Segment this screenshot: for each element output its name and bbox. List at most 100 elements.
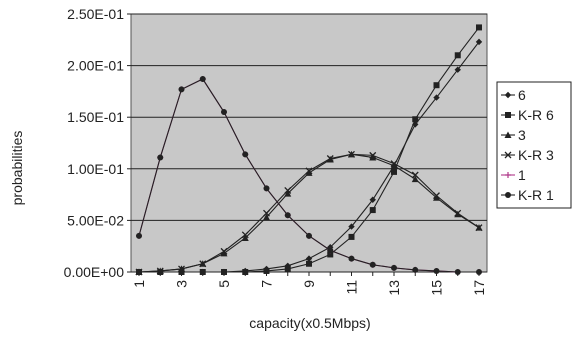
data-point	[199, 76, 206, 83]
legend-item: K-R 6	[501, 107, 554, 123]
legend: 6 K-R 6 3 K-R 3 1 K-R 1	[496, 81, 572, 209]
y-tick-label: 1.50E-01	[67, 109, 124, 125]
data-point	[221, 109, 227, 116]
x-tick-label: 15	[429, 280, 445, 296]
legend-marker	[505, 172, 511, 178]
x-tick-label: 11	[344, 280, 360, 295]
x-tick-label: 17	[471, 280, 487, 296]
data-point	[327, 251, 334, 258]
data-point	[454, 66, 461, 73]
data-point	[369, 261, 376, 268]
plot-background	[130, 13, 488, 273]
data-point	[306, 260, 312, 267]
data-point	[241, 234, 249, 241]
data-point	[263, 267, 270, 274]
legend-item: K-R 3	[501, 147, 554, 163]
legend-marker	[504, 131, 512, 138]
data-point	[221, 269, 227, 275]
legend-item: 1	[501, 167, 526, 183]
data-point	[241, 231, 249, 239]
data-point	[284, 187, 292, 194]
data-point	[306, 232, 312, 239]
x-tick-label: 5	[216, 280, 232, 288]
data-point	[411, 175, 419, 183]
data-point	[433, 82, 440, 89]
data-point	[390, 162, 398, 169]
legend-marker	[505, 192, 511, 198]
legend-label: K-R 3	[518, 147, 554, 163]
data-point	[220, 249, 228, 257]
data-point	[178, 269, 185, 275]
data-point	[369, 153, 377, 161]
data-point	[242, 269, 249, 275]
x-axis-title: capacity(x0.5Mbps)	[249, 315, 370, 331]
data-point	[433, 194, 440, 201]
data-point	[475, 224, 483, 232]
data-point	[433, 192, 440, 200]
data-point	[135, 268, 143, 276]
legend-marker	[504, 151, 512, 159]
legend-item: 3	[501, 127, 526, 143]
data-point	[305, 167, 313, 175]
data-point	[305, 169, 313, 176]
series-k-r-1	[136, 76, 482, 275]
legend-item: K-R 1	[501, 187, 554, 203]
data-point	[412, 116, 419, 123]
data-point	[199, 269, 206, 275]
data-point	[391, 168, 397, 175]
legend-label: 3	[518, 127, 526, 143]
plot-area	[130, 13, 488, 273]
data-point	[220, 247, 228, 255]
x-tick-label: 13	[386, 280, 402, 296]
data-point	[156, 267, 164, 275]
data-point	[199, 260, 207, 268]
data-point	[369, 151, 377, 159]
data-point	[348, 223, 355, 230]
x-tick-label: 7	[259, 280, 275, 288]
x-tick-label: 1	[131, 280, 147, 288]
data-point	[348, 233, 355, 240]
legend-marker	[505, 112, 511, 118]
series-group	[135, 24, 483, 276]
data-point	[305, 255, 313, 262]
series-k-r-3	[135, 150, 483, 276]
data-point	[475, 38, 483, 46]
data-point	[454, 209, 462, 217]
y-tick-label: 2.00E-01	[67, 58, 124, 74]
data-point	[454, 269, 461, 275]
legend-label: K-R 1	[518, 187, 554, 203]
legend-label: 6	[518, 87, 526, 103]
data-point	[369, 196, 376, 203]
data-point	[157, 154, 164, 161]
data-point	[327, 247, 334, 254]
data-point	[242, 151, 249, 158]
data-point	[433, 94, 440, 101]
y-axis-title: probabilities	[9, 131, 25, 206]
data-point	[263, 213, 270, 221]
data-point	[284, 212, 291, 219]
x-tick-label: 9	[301, 280, 317, 288]
data-point	[326, 155, 334, 162]
data-point	[263, 209, 270, 217]
legend-item: 6	[501, 87, 526, 103]
data-point	[412, 266, 419, 273]
y-tick-label: 5.00E-02	[67, 212, 124, 228]
data-point	[178, 86, 185, 93]
data-point	[263, 185, 270, 192]
data-point	[476, 24, 482, 31]
y-tick-label: 2.50E-01	[67, 6, 124, 22]
data-point	[411, 171, 419, 179]
data-point	[369, 207, 376, 214]
data-point	[284, 190, 292, 197]
y-tick-label: 1.00E-01	[67, 161, 124, 177]
data-point	[348, 255, 355, 262]
data-point	[178, 265, 185, 273]
data-point	[390, 160, 398, 168]
legend-box	[496, 81, 572, 209]
data-point	[348, 150, 355, 158]
axes: 0.00E+00 5.00E-02 1.00E-01 1.50E-01 2.00E-01…	[64, 6, 487, 296]
legend-label: 1	[518, 167, 526, 183]
data-point	[433, 267, 440, 274]
y-tick-label: 0.00E+00	[64, 264, 125, 280]
